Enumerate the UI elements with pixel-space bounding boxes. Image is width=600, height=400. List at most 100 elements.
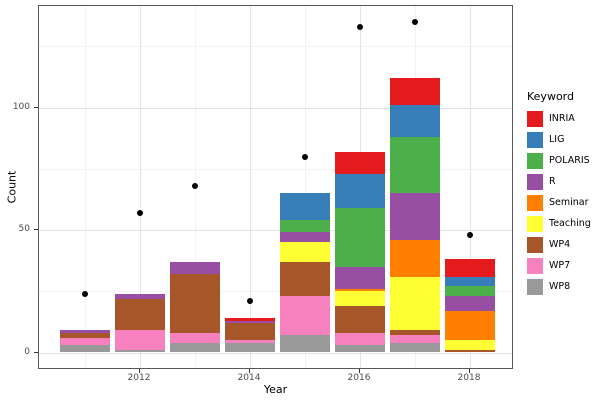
legend-label: INRIA bbox=[549, 113, 575, 124]
legend-swatch bbox=[527, 110, 543, 127]
data-point bbox=[137, 209, 143, 216]
legend-label: WP7 bbox=[549, 260, 571, 271]
bar-segment-wp8 bbox=[170, 342, 220, 353]
bar-segment-wp8 bbox=[60, 345, 110, 353]
y-major-gridline bbox=[39, 352, 512, 354]
bar-segment-wp4 bbox=[390, 330, 440, 336]
bar-segment-wp4 bbox=[115, 298, 165, 331]
bar-segment-wp4 bbox=[170, 274, 220, 333]
bar-segment-polaris bbox=[390, 136, 440, 194]
data-point bbox=[302, 153, 308, 160]
x-tick-label: 2014 bbox=[237, 373, 261, 383]
x-major-gridline bbox=[470, 6, 471, 368]
legend-title: Keyword bbox=[527, 90, 574, 103]
y-tick-mark bbox=[34, 351, 38, 353]
data-point bbox=[192, 182, 198, 189]
legend-item-teaching: Teaching bbox=[527, 215, 591, 232]
y-major-gridline bbox=[39, 107, 512, 109]
bar-segment-lig bbox=[390, 105, 440, 137]
legend-swatch bbox=[527, 173, 543, 190]
y-tick-label: 50 bbox=[18, 224, 30, 234]
bar-segment-wp7 bbox=[335, 332, 385, 346]
bar-segment-wp8 bbox=[390, 342, 440, 353]
bar-segment-wp7 bbox=[390, 335, 440, 343]
bar-segment-wp8 bbox=[335, 345, 385, 353]
bar-segment-wp7 bbox=[170, 332, 220, 343]
legend-swatch bbox=[527, 215, 543, 232]
x-tick-mark bbox=[139, 369, 140, 373]
legend-item-polaris: POLARIS bbox=[527, 152, 591, 169]
y-tick-label: 100 bbox=[12, 101, 30, 112]
x-minor-gridline bbox=[305, 6, 306, 368]
legend-swatch bbox=[527, 131, 543, 148]
bar-segment-teaching bbox=[390, 276, 440, 331]
bar-segment-polaris bbox=[335, 207, 385, 267]
x-tick-mark bbox=[469, 369, 470, 373]
legend-items: INRIA LIG POLARIS R Seminar Teaching WP4 WP7 WP8 bbox=[527, 110, 591, 295]
bar-segment-r bbox=[170, 261, 220, 275]
legend-item-inria: INRIA bbox=[527, 110, 591, 127]
bar-segment-lig bbox=[445, 276, 495, 287]
y-major-gridline bbox=[39, 230, 512, 231]
plot-panel bbox=[38, 5, 513, 369]
legend-label: POLARIS bbox=[549, 155, 590, 166]
bar-segment-inria bbox=[445, 259, 495, 277]
x-tick-label: 2018 bbox=[457, 373, 481, 383]
bar-segment-wp7 bbox=[115, 330, 165, 351]
legend-item-wp8: WP8 bbox=[527, 278, 591, 295]
legend-item-wp4: WP4 bbox=[527, 236, 591, 253]
legend-label: LIG bbox=[549, 134, 565, 145]
data-point bbox=[357, 23, 363, 30]
legend: Keyword INRIA LIG POLARIS R Seminar Teaching W… bbox=[527, 90, 591, 299]
y-minor-gridline bbox=[39, 291, 512, 293]
bar-segment-seminar bbox=[335, 288, 385, 292]
bar-segment-wp8 bbox=[280, 335, 330, 353]
bar-segment-polaris bbox=[280, 220, 330, 233]
bar-segment-inria bbox=[335, 151, 385, 174]
data-point bbox=[412, 18, 418, 25]
bar-segment-wp7 bbox=[225, 340, 275, 343]
bar-segment-wp8 bbox=[225, 342, 275, 353]
legend-label: R bbox=[549, 176, 556, 187]
bar-segment-lig bbox=[280, 193, 330, 221]
x-minor-gridline bbox=[85, 6, 86, 368]
legend-swatch bbox=[527, 236, 543, 253]
legend-label: Teaching bbox=[549, 218, 591, 229]
bar-segment-inria bbox=[225, 318, 275, 321]
bar-segment-polaris bbox=[445, 286, 495, 297]
bar-segment-wp4 bbox=[335, 305, 385, 333]
bar-segment-teaching bbox=[335, 291, 385, 306]
bar-segment-wp4 bbox=[280, 261, 330, 297]
legend-item-wp7: WP7 bbox=[527, 257, 591, 274]
x-major-gridline bbox=[250, 6, 251, 368]
bar-segment-teaching bbox=[445, 340, 495, 351]
bar-segment-r bbox=[115, 293, 165, 299]
legend-swatch bbox=[527, 257, 543, 274]
bar-segment-lig bbox=[335, 173, 385, 208]
bar-segment-inria bbox=[390, 78, 440, 106]
y-minor-gridline bbox=[39, 46, 512, 48]
legend-swatch bbox=[527, 152, 543, 169]
data-point bbox=[82, 290, 88, 297]
legend-item-r: R bbox=[527, 173, 591, 190]
legend-swatch bbox=[527, 194, 543, 211]
x-major-gridline bbox=[140, 6, 141, 368]
y-minor-gridline bbox=[39, 168, 512, 170]
y-axis-title: Count bbox=[5, 170, 19, 204]
legend-label: WP4 bbox=[549, 239, 571, 250]
y-tick-mark bbox=[34, 229, 38, 230]
legend-label: WP8 bbox=[549, 281, 571, 292]
data-point bbox=[247, 298, 253, 305]
legend-label: Seminar bbox=[549, 197, 589, 208]
bar-segment-wp4 bbox=[445, 350, 495, 353]
bar-segment-wp4 bbox=[60, 332, 110, 338]
bar-segment-r bbox=[390, 193, 440, 240]
bar-segment-seminar bbox=[390, 239, 440, 277]
y-tick-label: 0 bbox=[24, 346, 30, 357]
bar-segment-r bbox=[60, 330, 110, 333]
legend-item-seminar: Seminar bbox=[527, 194, 591, 211]
x-tick-label: 2012 bbox=[127, 373, 151, 383]
data-point bbox=[467, 231, 473, 238]
bar-segment-wp8 bbox=[115, 350, 165, 353]
